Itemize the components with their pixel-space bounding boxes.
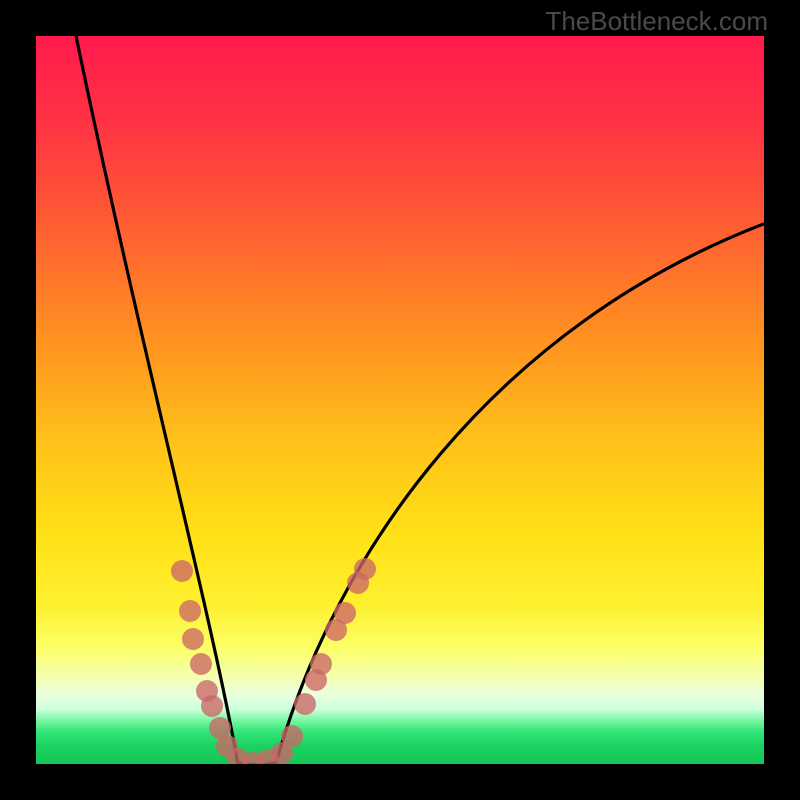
data-point-marker [334, 602, 356, 624]
watermark-text: TheBottleneck.com [545, 6, 768, 37]
data-point-marker [310, 653, 332, 675]
data-point-marker [201, 695, 223, 717]
data-point-marker [294, 693, 316, 715]
data-point-marker [190, 653, 212, 675]
data-point-marker [171, 560, 193, 582]
data-point-marker [281, 725, 303, 747]
plot-area [36, 36, 764, 764]
bottleneck-curve [76, 36, 764, 764]
curve-layer [36, 36, 764, 764]
chart-frame [0, 0, 800, 800]
chart-root: TheBottleneck.com [0, 0, 800, 800]
data-point-marker [182, 628, 204, 650]
data-point-marker [179, 600, 201, 622]
data-point-marker [354, 558, 376, 580]
